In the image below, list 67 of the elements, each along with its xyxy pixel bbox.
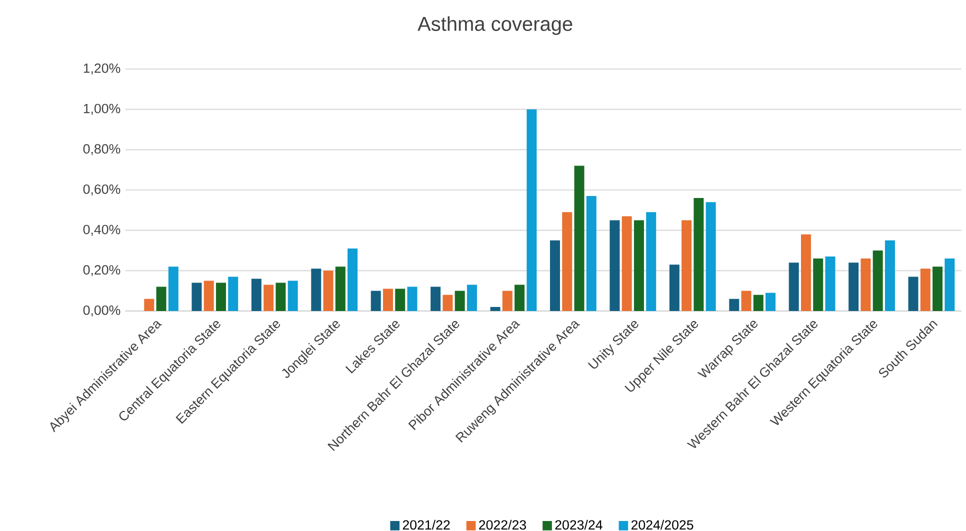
legend-label: 2022/23 — [479, 520, 526, 530]
bar — [610, 220, 620, 311]
bar — [574, 166, 584, 311]
y-tick-label: 1,00% — [84, 104, 120, 115]
bar — [204, 280, 214, 311]
bar — [407, 286, 418, 311]
bar — [192, 282, 202, 311]
bar — [848, 262, 859, 311]
bar — [694, 198, 704, 311]
bar — [729, 298, 740, 311]
bar — [323, 270, 334, 311]
bar — [454, 290, 465, 311]
bar — [514, 284, 525, 311]
y-tick-label: 0,60% — [83, 184, 120, 196]
y-tick-label: 1,20% — [84, 63, 120, 75]
bar — [682, 220, 692, 311]
legend-label: 2023/24 — [555, 520, 602, 530]
bar — [669, 264, 680, 311]
bar — [442, 294, 453, 311]
bar — [800, 234, 811, 311]
bar — [788, 262, 799, 311]
bar — [753, 294, 764, 311]
legend-label: 2021/22 — [402, 520, 450, 530]
bar — [920, 268, 930, 311]
bar — [251, 278, 262, 311]
bar — [348, 248, 358, 311]
y-tick-label: 0,00% — [83, 305, 120, 317]
bar — [156, 286, 166, 311]
bar — [860, 258, 871, 311]
bar — [562, 212, 572, 311]
y-tick-label: 0,80% — [83, 144, 120, 156]
y-tick-label: 0,40% — [83, 224, 120, 236]
bar — [932, 266, 943, 311]
bar — [335, 266, 346, 311]
bar — [311, 268, 322, 311]
bar — [884, 240, 895, 311]
y-tick-label: 0,20% — [83, 265, 120, 276]
bar — [634, 220, 644, 311]
bar — [144, 298, 154, 311]
bar — [276, 282, 286, 311]
bar — [370, 290, 381, 311]
bar — [622, 216, 632, 311]
bar — [395, 288, 406, 311]
legend-label: 2024/2025 — [631, 520, 694, 530]
bar — [741, 290, 752, 311]
bar — [825, 256, 836, 311]
bar — [466, 284, 477, 311]
bar — [550, 240, 560, 311]
bar — [813, 258, 824, 311]
bar — [168, 266, 178, 311]
bar — [216, 282, 226, 311]
bar — [706, 202, 716, 311]
bar — [288, 280, 298, 311]
bar — [944, 258, 955, 311]
chart-title: Asthma coverage — [418, 16, 572, 35]
bar — [502, 290, 512, 311]
bar — [872, 250, 883, 311]
bar — [526, 109, 537, 311]
bar — [228, 276, 238, 311]
bar — [646, 212, 656, 311]
bar — [586, 196, 596, 311]
bar — [264, 284, 274, 311]
bar — [382, 288, 393, 311]
bar — [490, 306, 500, 311]
bar — [908, 276, 918, 311]
bar — [430, 286, 441, 311]
bar — [766, 292, 776, 311]
